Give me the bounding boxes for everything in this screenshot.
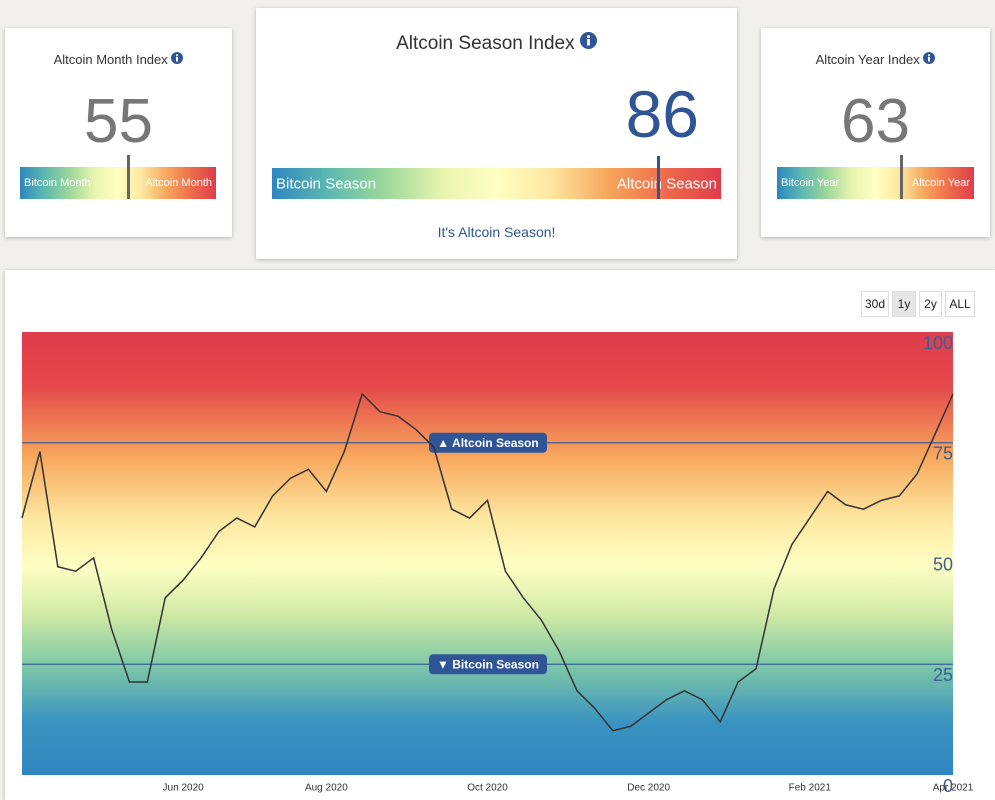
status-text: It's Altcoin Season! [437,224,556,240]
gauge-title: Altcoin Season Index [256,32,737,55]
bar-left-label: Bitcoin Month [24,177,91,189]
x-tick-label: Dec 2020 [627,783,670,794]
y-tick-label: 100 [923,333,953,353]
range-button[interactable]: 1y [892,291,916,317]
gauge-marker [126,155,130,199]
y-tick-label: 50 [933,554,953,574]
x-tick-label: Aug 2020 [305,783,348,794]
season-card: Altcoin Season Index 86 Bitcoin Season A… [256,8,737,259]
y-tick-label: 25 [933,665,953,685]
threshold-badge [429,432,547,453]
bar-right-label: Altcoin Month [145,177,212,189]
plot-background [22,332,953,775]
gauge-value: 86 [625,77,699,151]
gauge-value: 55 [84,87,153,156]
title-text: Altcoin Season Index [396,33,575,54]
gauge-marker [657,156,661,199]
info-icon[interactable] [923,52,936,64]
gauge-bar: Bitcoin Season Altcoin Season [272,156,721,199]
y-tick-label: 0 [943,776,953,796]
x-tick-label: Oct 2020 [467,783,508,794]
bar-right-label: Altcoin Year [911,177,970,189]
threshold-badge [429,654,547,675]
range-button[interactable]: 30d [861,291,889,317]
year-card: Altcoin Year Index 63 Bitcoin Year Altco… [761,28,990,237]
info-icon[interactable] [579,32,597,49]
data-line [21,392,954,732]
x-tick-label: Jun 2020 [163,783,205,794]
gauge-marker [900,155,904,199]
info-icon[interactable] [171,52,184,64]
gauge-title: Altcoin Month Index [5,52,232,67]
month-card: Altcoin Month Index 55 Bitcoin Month Alt… [5,28,232,237]
threshold-label: ▼ Bitcoin Season [437,657,539,671]
threshold-label: ▲ Altcoin Season [437,436,538,450]
range-button[interactable]: ALL [945,291,975,317]
title-text: Altcoin Month Index [53,52,168,67]
gauge-bar: Bitcoin Month Altcoin Month [20,155,216,199]
bar-left-label: Bitcoin Year [781,177,840,189]
x-tick-label: Apr 2021 [933,783,974,794]
range-button[interactable]: 2y [919,291,942,317]
bar-right-label: Altcoin Season [616,175,717,192]
y-tick-label: 75 [933,444,953,464]
bar-left-label: Bitcoin Season [276,175,377,192]
title-text: Altcoin Year Index [815,52,920,67]
gauge-value: 63 [841,87,910,156]
x-tick-label: Feb 2021 [789,783,832,794]
gauge-title: Altcoin Year Index [761,52,990,67]
gauge-bar: Bitcoin Year Altcoin Year [777,155,974,199]
